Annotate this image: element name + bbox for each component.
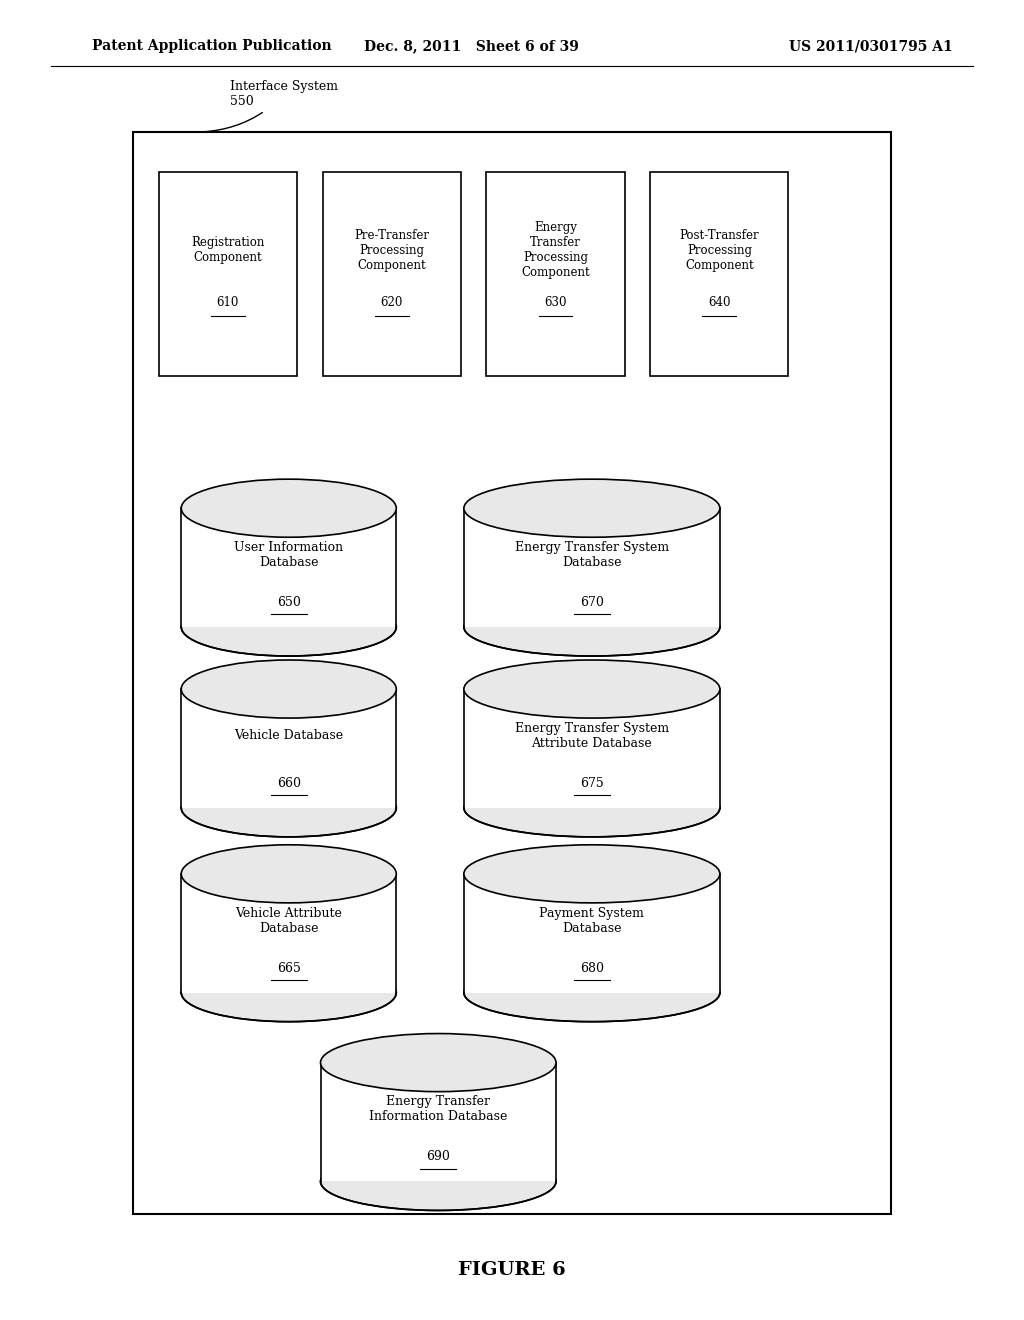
Text: User Information
Database: User Information Database	[234, 541, 343, 569]
Text: 665: 665	[276, 961, 301, 974]
Text: Pre-Transfer
Processing
Component: Pre-Transfer Processing Component	[354, 228, 429, 272]
Bar	[466, 865, 718, 969]
Text: 620: 620	[381, 297, 402, 309]
Text: Registration
Component: Registration Component	[191, 236, 264, 264]
Text: Energy Transfer
Information Database: Energy Transfer Information Database	[369, 1096, 508, 1123]
Text: Payment System
Database: Payment System Database	[540, 907, 644, 935]
Ellipse shape	[181, 964, 396, 1022]
Text: FIGURE 6: FIGURE 6	[458, 1261, 566, 1279]
Bar	[464, 874, 720, 993]
Text: 650: 650	[276, 595, 301, 609]
Text: Vehicle Database: Vehicle Database	[234, 729, 343, 742]
Text: 690: 690	[426, 1150, 451, 1163]
Text: Patent Application Publication: Patent Application Publication	[92, 40, 332, 53]
Ellipse shape	[321, 1152, 556, 1210]
Bar	[321, 1063, 556, 1181]
Bar	[181, 874, 396, 993]
Text: Energy Transfer System
Attribute Database: Energy Transfer System Attribute Databas…	[515, 722, 669, 750]
Text: 680: 680	[580, 961, 604, 974]
Ellipse shape	[181, 660, 396, 718]
Text: Vehicle Attribute
Database: Vehicle Attribute Database	[236, 907, 342, 935]
Text: 630: 630	[545, 297, 566, 309]
Bar	[486, 172, 625, 376]
Text: Energy Transfer System
Database: Energy Transfer System Database	[515, 541, 669, 569]
Ellipse shape	[181, 598, 396, 656]
Ellipse shape	[181, 845, 396, 903]
Ellipse shape	[181, 479, 396, 537]
Ellipse shape	[464, 845, 720, 903]
Bar	[181, 508, 396, 627]
Text: 675: 675	[580, 776, 604, 789]
Ellipse shape	[321, 1034, 556, 1092]
Bar	[650, 172, 788, 376]
Ellipse shape	[464, 779, 720, 837]
Text: Post-Transfer
Processing
Component: Post-Transfer Processing Component	[680, 228, 759, 272]
Bar	[183, 865, 394, 969]
Bar	[183, 680, 394, 784]
Text: US 2011/0301795 A1: US 2011/0301795 A1	[788, 40, 952, 53]
Bar	[323, 172, 461, 376]
Ellipse shape	[464, 479, 720, 537]
Text: 660: 660	[276, 776, 301, 789]
Ellipse shape	[464, 964, 720, 1022]
Bar	[183, 499, 394, 603]
Ellipse shape	[464, 660, 720, 718]
Bar	[466, 499, 718, 603]
Ellipse shape	[464, 598, 720, 656]
Text: Energy
Transfer
Processing
Component: Energy Transfer Processing Component	[521, 222, 590, 279]
Text: 640: 640	[709, 297, 730, 309]
Bar	[464, 689, 720, 808]
Text: 610: 610	[217, 297, 239, 309]
Bar	[133, 132, 891, 1214]
Bar	[464, 508, 720, 627]
Bar	[159, 172, 297, 376]
Ellipse shape	[181, 779, 396, 837]
Text: 670: 670	[580, 595, 604, 609]
Bar	[466, 680, 718, 784]
Text: Interface System
550: Interface System 550	[203, 81, 338, 132]
Bar	[323, 1053, 554, 1158]
Bar	[181, 689, 396, 808]
Text: Dec. 8, 2011   Sheet 6 of 39: Dec. 8, 2011 Sheet 6 of 39	[364, 40, 579, 53]
